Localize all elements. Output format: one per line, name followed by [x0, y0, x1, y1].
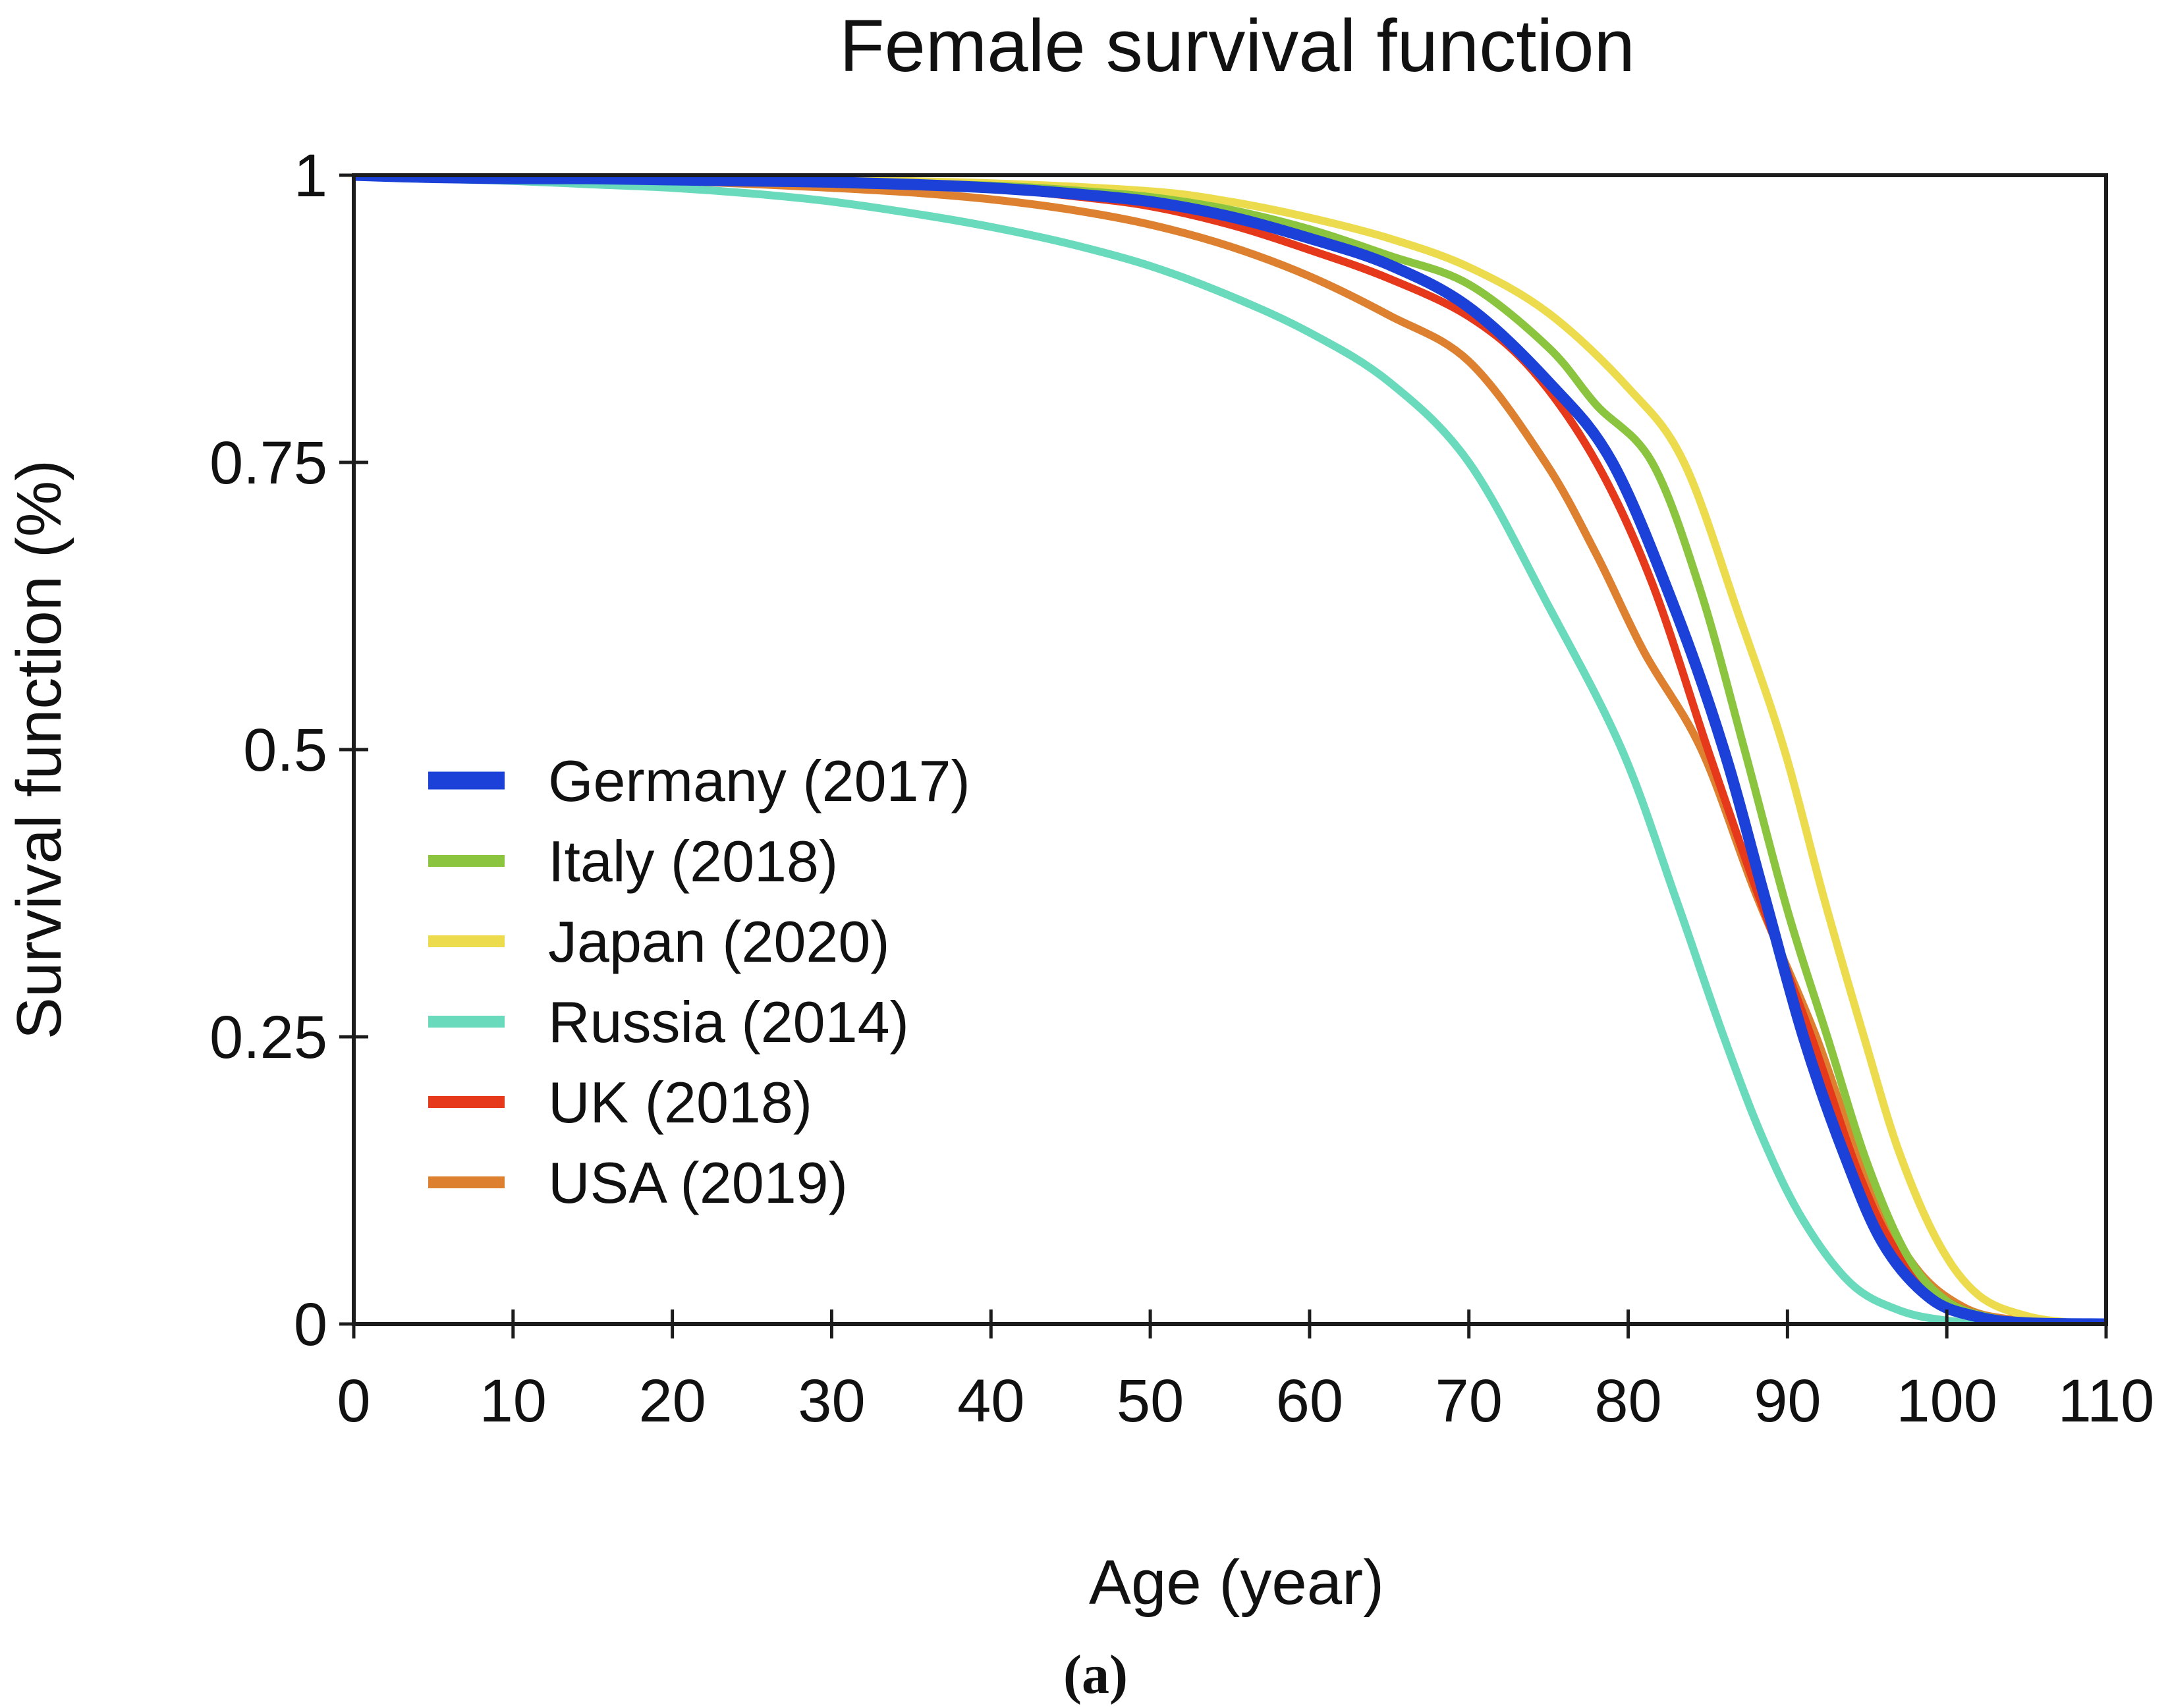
x-axis-label: Age (year)	[1089, 1547, 1384, 1618]
curve-germany-2017	[354, 175, 2106, 1324]
x-tick-label: 30	[798, 1367, 865, 1435]
x-tick-label: 70	[1435, 1367, 1503, 1435]
x-tick-label: 100	[1896, 1367, 1997, 1435]
x-tick-label: 20	[638, 1367, 706, 1435]
legend-label-usa-2019: USA (2019)	[548, 1150, 848, 1215]
curve-usa-2019	[354, 175, 2106, 1324]
figure-caption: (a)	[1063, 1644, 1128, 1705]
y-tick-label: 0.5	[243, 717, 327, 784]
ticks-layer: 0 10 20 30 40 50 60 70 80 90 100 110 0 0.25 0.5 0.75 1	[209, 142, 2154, 1435]
legend-label-uk-2018: UK (2018)	[548, 1070, 812, 1135]
chart-title: Female survival function	[839, 5, 1635, 87]
x-tick-label: 0	[337, 1367, 370, 1435]
x-tick-label: 40	[957, 1367, 1024, 1435]
x-tick-label: 110	[2058, 1367, 2155, 1435]
legend-label-japan-2020: Japan (2020)	[548, 909, 890, 974]
legend-label-russia-2014: Russia (2014)	[548, 989, 909, 1055]
legend-item-uk-2018: UK (2018)	[428, 1070, 812, 1135]
curves-layer	[354, 175, 2106, 1324]
x-tick-label: 50	[1117, 1367, 1184, 1435]
x-tick-label: 90	[1754, 1367, 1821, 1435]
y-tick-label: 0.75	[209, 429, 327, 497]
curve-russia-2014	[354, 175, 2106, 1324]
legend-item-japan-2020: Japan (2020)	[428, 909, 890, 974]
legend-item-germany-2017: Germany (2017)	[428, 748, 970, 813]
legend-item-italy-2018: Italy (2018)	[428, 829, 838, 894]
y-tick-label: 1	[294, 142, 327, 209]
y-tick-label: 0.25	[209, 1004, 327, 1071]
legend-item-russia-2014: Russia (2014)	[428, 989, 909, 1055]
legend-item-usa-2019: USA (2019)	[428, 1150, 848, 1215]
x-tick-label: 80	[1594, 1367, 1661, 1435]
x-tick-label: 60	[1276, 1367, 1343, 1435]
x-tick-label: 10	[480, 1367, 547, 1435]
legend-label-italy-2018: Italy (2018)	[548, 829, 838, 894]
y-tick-label: 0	[294, 1291, 327, 1358]
y-axis-label: Survival function (%)	[4, 460, 74, 1039]
legend-label-germany-2017: Germany (2017)	[548, 748, 970, 813]
legend: Germany (2017) Italy (2018) Japan (2020) Ru…	[428, 748, 970, 1215]
